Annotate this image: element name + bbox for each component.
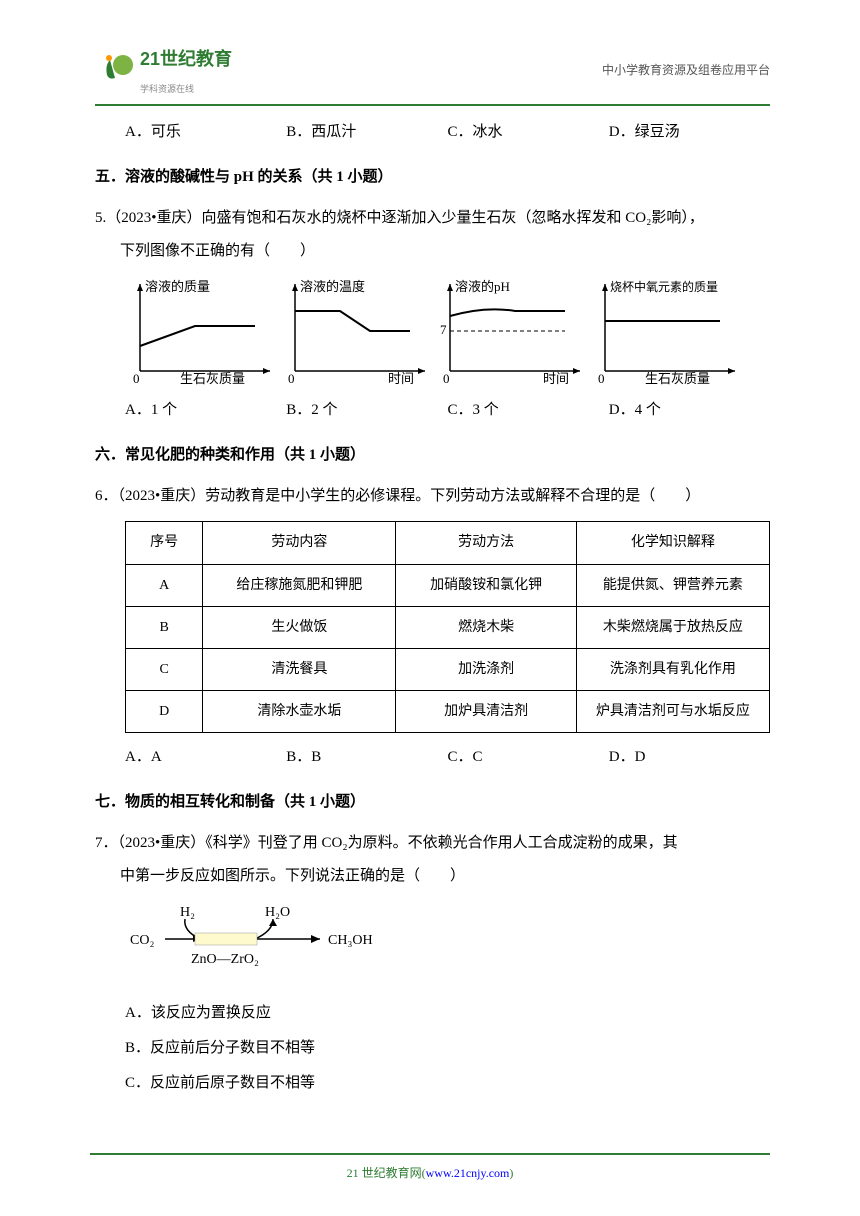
svg-text:ZnO—ZrO₂: ZnO—ZrO₂ bbox=[191, 952, 259, 967]
graph2: 溶液的温度 0 时间 bbox=[280, 276, 430, 386]
svg-text:CH₃OH: CH₃OH bbox=[328, 933, 373, 948]
table-row: B 生火做饭 燃烧木柴 木柴燃烧属于放热反应 bbox=[126, 606, 770, 648]
reaction-diagram: H₂ H₂O CO₂ CH₃OH ZnO—ZrO₂ bbox=[125, 901, 770, 989]
svg-text:时间: 时间 bbox=[543, 371, 569, 386]
footer-link[interactable]: www.21cnjy.com bbox=[426, 1166, 510, 1180]
logo-subtitle: 学科资源在线 bbox=[140, 80, 232, 100]
section7-title: 七．物质的相互转化和制备（共 1 小题） bbox=[95, 786, 770, 819]
table-row: C 清洗餐具 加洗涤剂 洗涤剂具有乳化作用 bbox=[126, 648, 770, 690]
q6-opt-c: C．C bbox=[448, 741, 609, 774]
q6-options: A．A B．B C．C D．D bbox=[95, 741, 770, 774]
q5-opt-c: C．3 个 bbox=[448, 394, 609, 427]
graph4: 烧杯中氧元素的质量 0 生石灰质量 bbox=[590, 276, 740, 386]
svg-text:0: 0 bbox=[288, 371, 295, 386]
svg-text:烧杯中氧元素的质量: 烧杯中氧元素的质量 bbox=[610, 279, 718, 294]
svg-text:溶液的pH: 溶液的pH bbox=[455, 279, 510, 294]
graph3: 溶液的pH 7 0 时间 bbox=[435, 276, 585, 386]
table-row: A 给庄稼施氮肥和钾肥 加硝酸铵和氯化钾 能提供氮、钾营养元素 bbox=[126, 564, 770, 606]
svg-text:0: 0 bbox=[443, 371, 450, 386]
q5-opt-b: B．2 个 bbox=[286, 394, 447, 427]
svg-text:0: 0 bbox=[133, 371, 140, 386]
table-row: D 清除水壶水垢 加炉具清洁剂 炉具清洁剂可与水垢反应 bbox=[126, 691, 770, 733]
svg-text:生石灰质量: 生石灰质量 bbox=[180, 371, 245, 386]
th-0: 序号 bbox=[126, 522, 203, 564]
page-footer: 21 世纪教育网(www.21cnjy.com) bbox=[90, 1153, 770, 1186]
svg-text:生石灰质量: 生石灰质量 bbox=[645, 371, 710, 386]
q6-opt-b: B．B bbox=[286, 741, 447, 774]
q5-opt-a: A．1 个 bbox=[125, 394, 286, 427]
svg-text:时间: 时间 bbox=[388, 371, 414, 386]
q5-graphs: 溶液的质量 0 生石灰质量 溶液的温度 0 时间 溶液的pH 7 0 时间 烧杯… bbox=[95, 276, 770, 386]
table-header-row: 序号 劳动内容 劳动方法 化学知识解释 bbox=[126, 522, 770, 564]
th-2: 劳动方法 bbox=[396, 522, 576, 564]
q4-opt-d: D．绿豆汤 bbox=[609, 116, 770, 149]
footer-text: 21 世纪教育网(www.21cnjy.com) bbox=[347, 1166, 514, 1180]
section6-title: 六．常见化肥的种类和作用（共 1 小题） bbox=[95, 439, 770, 472]
logo-icon bbox=[95, 50, 135, 90]
q6-opt-d: D．D bbox=[609, 741, 770, 774]
q7-text2: 中第一步反应如图所示。下列说法正确的是（ ） bbox=[95, 860, 770, 893]
th-3: 化学知识解释 bbox=[576, 522, 769, 564]
svg-text:CO₂: CO₂ bbox=[130, 933, 154, 948]
logo: 21世纪教育 学科资源在线 bbox=[95, 40, 232, 99]
section5-title: 五．溶液的酸碱性与 pH 的关系（共 1 小题） bbox=[95, 161, 770, 194]
q7-opt-a: A．该反应为置换反应 bbox=[95, 997, 770, 1030]
q4-options: A．可乐 B．西瓜汁 C．冰水 D．绿豆汤 bbox=[95, 116, 770, 149]
header-tagline: 中小学教育资源及组卷应用平台 bbox=[602, 57, 770, 83]
q6-text: 6．（2023•重庆）劳动教育是中小学生的必修课程。下列劳动方法或解释不合理的是… bbox=[95, 480, 770, 513]
logo-title: 21世纪教育 bbox=[140, 40, 232, 80]
q5-text1: 5.（2023•重庆）向盛有饱和石灰水的烧杯中逐渐加入少量生石灰（忽略水挥发和 … bbox=[95, 202, 770, 235]
q4-opt-a: A．可乐 bbox=[125, 116, 286, 149]
q7-opt-c: C．反应前后原子数目不相等 bbox=[95, 1067, 770, 1100]
svg-text:7: 7 bbox=[440, 322, 447, 337]
q5-text2: 下列图像不正确的有（ ） bbox=[95, 235, 770, 268]
page-header: 21世纪教育 学科资源在线 中小学教育资源及组卷应用平台 bbox=[95, 40, 770, 106]
question7: 7．（2023•重庆）《科学》刊登了用 CO₂为原料。不依赖光合作用人工合成淀粉… bbox=[95, 827, 770, 893]
q7-text1: 7．（2023•重庆）《科学》刊登了用 CO₂为原料。不依赖光合作用人工合成淀粉… bbox=[95, 827, 770, 860]
svg-text:0: 0 bbox=[598, 371, 605, 386]
q7-opt-b: B．反应前后分子数目不相等 bbox=[95, 1032, 770, 1065]
svg-text:H₂: H₂ bbox=[180, 905, 195, 920]
q6-table: 序号 劳动内容 劳动方法 化学知识解释 A 给庄稼施氮肥和钾肥 加硝酸铵和氯化钾… bbox=[125, 521, 770, 733]
q5-options: A．1 个 B．2 个 C．3 个 D．4 个 bbox=[95, 394, 770, 427]
svg-text:溶液的温度: 溶液的温度 bbox=[300, 279, 365, 294]
q4-opt-c: C．冰水 bbox=[448, 116, 609, 149]
graph1: 溶液的质量 0 生石灰质量 bbox=[125, 276, 275, 386]
q4-opt-b: B．西瓜汁 bbox=[286, 116, 447, 149]
q5-opt-d: D．4 个 bbox=[609, 394, 770, 427]
question5: 5.（2023•重庆）向盛有饱和石灰水的烧杯中逐渐加入少量生石灰（忽略水挥发和 … bbox=[95, 202, 770, 268]
svg-text:溶液的质量: 溶液的质量 bbox=[145, 279, 210, 294]
svg-text:H₂O: H₂O bbox=[265, 905, 290, 920]
q6-opt-a: A．A bbox=[125, 741, 286, 774]
th-1: 劳动内容 bbox=[203, 522, 396, 564]
